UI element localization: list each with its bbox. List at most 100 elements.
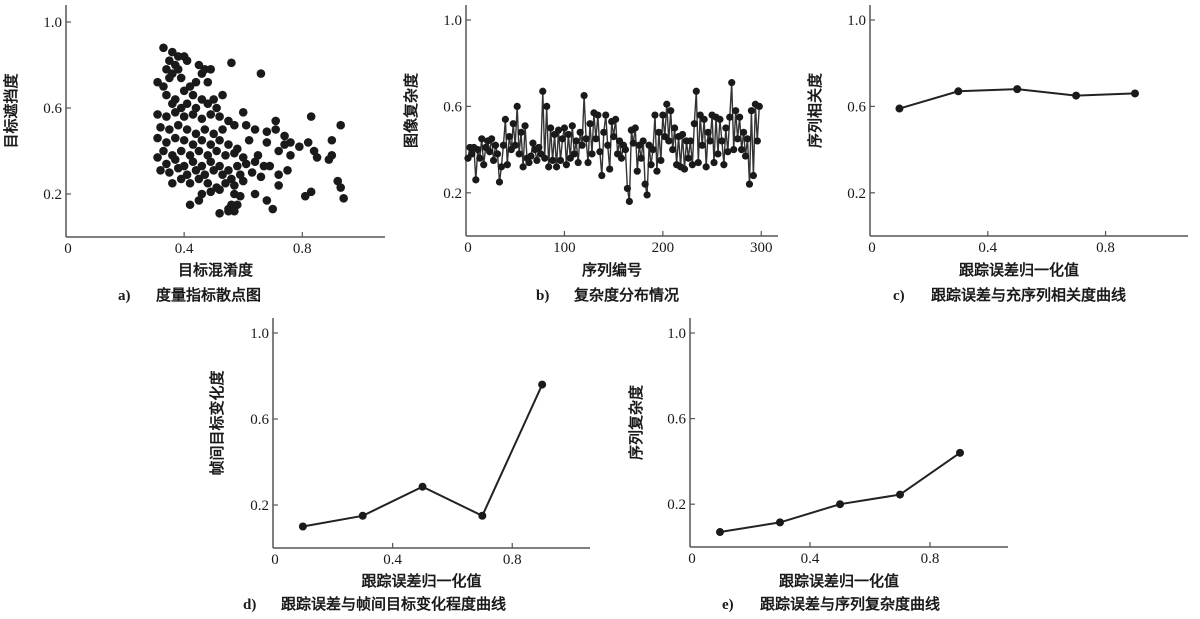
data-point <box>298 522 307 531</box>
scatter-point <box>235 191 245 201</box>
y-tick-label: 0.2 <box>250 498 269 514</box>
x-tick-label: 0 <box>688 551 696 567</box>
data-point <box>612 115 620 123</box>
x-tick-label: 100 <box>553 240 576 256</box>
scatter-point <box>194 60 204 70</box>
scatter-point <box>215 135 224 145</box>
data-point <box>610 133 618 141</box>
scatter-point <box>170 108 180 117</box>
data-point <box>737 146 746 154</box>
y-axis-label: 序列相关度 <box>806 72 824 148</box>
data-point <box>724 148 732 156</box>
data-point <box>836 500 844 509</box>
scatter-point <box>262 138 272 147</box>
scatter-point <box>191 77 201 87</box>
scatter-point <box>153 110 162 119</box>
caption-letter: b) <box>536 288 549 304</box>
scatter-point <box>185 200 195 210</box>
y-tick-label: 0.6 <box>443 99 462 115</box>
data-point <box>478 135 486 143</box>
scatter-point <box>312 153 322 162</box>
caption: 复杂度分布情况 <box>573 286 679 304</box>
y-tick-label: 1.0 <box>667 326 686 342</box>
scatter-point <box>182 99 192 108</box>
y-tick-label: 0.2 <box>443 186 462 202</box>
scatter-point <box>188 140 198 149</box>
scatter-point <box>233 200 242 210</box>
scatter-point <box>197 161 207 171</box>
scatter-point <box>159 146 168 156</box>
data-point <box>710 158 718 167</box>
data-point <box>503 161 511 169</box>
panel-d: 0.2 0.6 1.0 0 0.4 0.8 跟踪误差归一化值 帧间目标变化度 d) 跟踪误差与帧间… <box>208 318 590 613</box>
scatter-point <box>188 157 198 167</box>
data-point <box>734 135 742 143</box>
data-point <box>741 152 750 160</box>
data-point <box>617 154 626 162</box>
data-point <box>527 152 535 160</box>
scatter-point <box>185 151 195 160</box>
panel-c: 0.2 0.6 1.0 0 0.4 0.8 跟踪误差归一化值 序列相关度 c) 跟踪误差与充序列相… <box>806 5 1188 304</box>
scatter-point <box>238 153 248 162</box>
scatter-point <box>339 194 348 203</box>
data-point <box>541 154 549 162</box>
caption-letter: d) <box>243 597 256 613</box>
scatter-point <box>224 166 233 175</box>
data-point <box>633 167 641 175</box>
scatter-point <box>185 82 195 91</box>
data-point <box>493 150 502 158</box>
data-point <box>631 124 639 132</box>
data-point <box>570 150 578 158</box>
x-tick-label: 0.4 <box>175 241 194 257</box>
scatter-point <box>203 178 213 188</box>
data-point <box>505 133 513 141</box>
data-point <box>745 180 754 188</box>
scatter-point <box>162 65 171 74</box>
scatter-point <box>197 135 207 145</box>
data-point <box>584 158 592 167</box>
data-point <box>747 107 756 115</box>
x-tick-label: 0.8 <box>1096 240 1115 256</box>
panel-a: 0.2 0.6 1.0 0 0.4 0.8 目标混淆度 目标遮挡度 a) 度量指标散点图 <box>2 5 385 304</box>
data-point <box>684 154 693 162</box>
data-point <box>580 92 588 100</box>
data-point <box>639 137 647 145</box>
scatter-point <box>271 125 281 134</box>
scatter-point <box>182 56 192 65</box>
scatter-point <box>206 110 216 119</box>
data-point <box>511 141 519 149</box>
data-point <box>513 102 521 110</box>
scatter-point <box>259 161 269 171</box>
scatter-point <box>247 168 257 177</box>
data-point <box>552 163 561 171</box>
y-axis-label: 图像复杂度 <box>402 72 420 148</box>
data-point <box>655 128 663 136</box>
data-point <box>564 130 572 139</box>
y-tick-label: 0.2 <box>667 497 686 513</box>
scatter-point <box>221 178 230 188</box>
scatter-point <box>309 146 319 156</box>
data-point <box>476 154 484 162</box>
scatter-point <box>300 191 310 201</box>
scatter-point <box>153 153 162 162</box>
data-point <box>665 137 673 145</box>
scatter-point <box>165 125 174 134</box>
data-point <box>497 163 506 171</box>
data-point <box>598 171 606 180</box>
scatter-point <box>262 196 272 205</box>
data-point <box>659 111 667 119</box>
y-tick-label: 0.2 <box>43 187 62 203</box>
scatter-point <box>224 116 233 126</box>
data-point <box>1013 85 1022 94</box>
scatter-point <box>194 146 204 156</box>
scatter-point <box>224 206 233 216</box>
data-point <box>702 163 710 171</box>
data-point <box>543 102 551 110</box>
scatter-point <box>170 155 180 164</box>
scatter-point <box>173 65 183 74</box>
scatter-point <box>156 166 165 175</box>
data-point <box>651 111 659 119</box>
data-point <box>521 122 529 130</box>
scatter-point <box>238 176 248 186</box>
